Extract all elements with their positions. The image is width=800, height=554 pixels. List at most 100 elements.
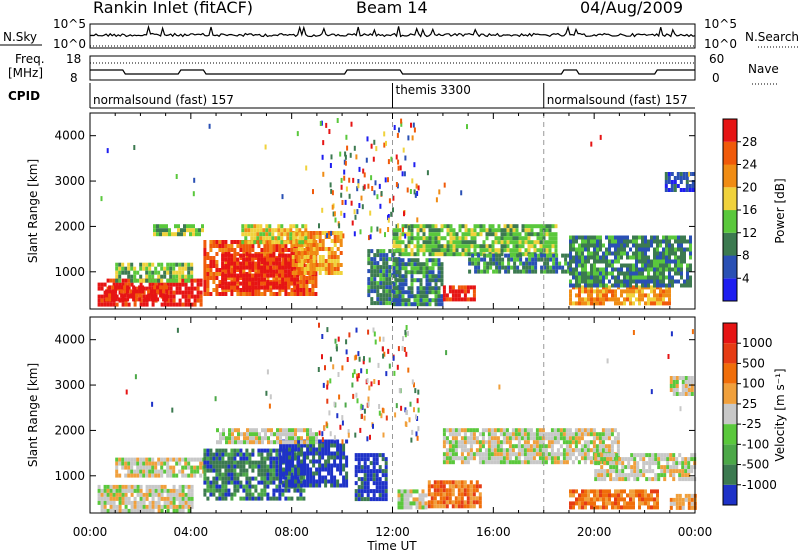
power-cell [407,232,411,237]
velocity-cell [529,460,533,465]
power-cell [183,224,186,229]
power-cell [567,269,571,274]
velocity-cell [354,453,358,458]
velocity-cell [517,456,521,461]
power-cell [500,240,504,245]
velocity-cell [427,492,431,497]
velocity-cell [460,492,464,497]
velocity-cell [251,448,255,453]
power-cell [260,248,264,252]
velocity-cell [627,465,631,470]
power-cell [461,240,465,245]
power-cell [251,288,255,292]
velocity-cell [609,465,613,470]
velocity-cell [403,505,407,510]
velocity-cell [181,473,185,478]
power-cell [549,269,553,274]
velocity-cell [505,460,509,465]
velocity-cell [592,440,596,445]
power-cell [510,265,514,270]
power-cell [468,257,472,262]
velocity-cell [553,428,557,433]
velocity-cell [151,465,155,470]
power-cell [674,247,677,252]
power-cell [512,244,516,249]
velocity-cell [318,463,322,468]
velocity-cell [303,440,306,445]
velocity-cell [148,504,152,509]
power-cell [546,269,550,274]
power-cell [635,263,638,268]
power-cell [581,263,584,268]
power-cell [662,239,665,244]
power-cell [620,267,623,272]
power-cell [181,282,185,287]
velocity-cell [257,492,261,497]
velocity-cell [653,501,656,506]
power-cell [297,263,301,267]
power-cell [522,261,526,266]
power-cell [203,244,207,248]
velocity-cell [641,497,644,502]
power-cell [497,228,501,233]
velocity-cell [602,493,605,498]
velocity-cell [639,453,643,458]
velocity-heatmap-cells [97,322,697,513]
velocity-cell [602,501,605,506]
power-cell [413,127,416,133]
power-cell [455,244,459,249]
power-cell [482,224,486,229]
velocity-cell [469,456,473,461]
velocity-cell [454,500,458,505]
power-cell [175,274,179,279]
power-cell [333,263,337,267]
velocity-cell [418,493,422,498]
velocity-cell [121,461,125,466]
power-cell [626,255,629,260]
velocity-cell [215,448,219,453]
power-cell [416,294,420,299]
velocity-cell [616,444,620,449]
power-cell [461,224,465,229]
power-cell [190,302,194,307]
power-cell [404,298,408,303]
velocity-cell [460,500,464,505]
power-cell [278,280,282,284]
velocity-cell [154,504,158,509]
power-cell [318,231,322,235]
velocity-cell [357,477,361,482]
power-cell [274,228,278,233]
power-cell [635,275,638,280]
power-cell [382,293,386,298]
power-cell [596,251,599,256]
velocity-cell [169,500,173,505]
velocity-cell [109,488,113,493]
power-cell [593,271,596,276]
power-cell [221,268,225,272]
power-cell [327,271,331,275]
power-cell [308,288,312,292]
power-cell [284,281,288,286]
power-cell [379,273,383,278]
power-segment-markers [392,113,545,309]
velocity-cell [236,452,240,457]
velocity-cell [209,464,213,469]
power-cell [280,224,284,229]
velocity-cell [127,484,131,489]
velocity-cell [562,440,566,445]
cpid-label: CPID [8,89,40,103]
power-cell [297,267,301,271]
power-cell [109,278,113,283]
velocity-cell [97,496,101,501]
power-cell [452,252,456,257]
velocity-cell [574,456,578,461]
power-cell [548,224,552,229]
power-cell [407,236,411,241]
power-cell [327,247,331,251]
power-cell [309,259,313,263]
power-cell [129,289,133,294]
power-cell [689,267,692,272]
velocity-cell [318,443,322,448]
power-cell [515,224,519,229]
power-cell [115,270,119,275]
